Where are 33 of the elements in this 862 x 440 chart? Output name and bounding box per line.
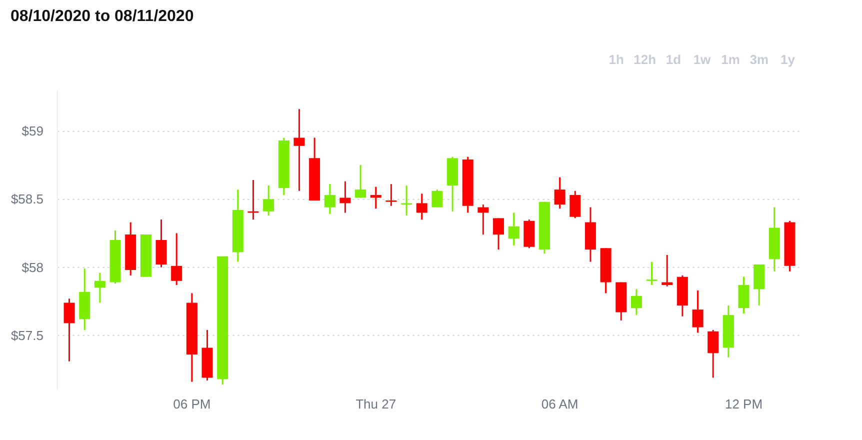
candlestick: [294, 108, 305, 192]
y-tick-label: $58.5: [10, 192, 44, 207]
candlestick: [401, 184, 412, 216]
candlestick: [370, 186, 382, 210]
candlestick: [64, 298, 75, 362]
x-tick-label: 06 PM: [173, 396, 211, 412]
candlestick: [263, 184, 274, 216]
candlestick: [492, 217, 504, 250]
candlestick: [416, 192, 428, 220]
candlestick: [324, 183, 336, 215]
chart-title: 08/10/2020 to 08/11/2020: [10, 8, 194, 25]
x-tick-label: Thu 27: [356, 396, 396, 412]
candlestick: [355, 164, 366, 198]
candlestick: [171, 232, 182, 286]
candlestick: [630, 288, 642, 316]
candlestick: [386, 183, 397, 207]
candlestick: [340, 180, 351, 214]
candlestick: [432, 188, 443, 208]
candlestick: [708, 329, 719, 378]
x-tick-label: 12 PM: [724, 396, 763, 412]
x-tick-label: 06 AM: [541, 396, 578, 412]
y-tick-label: $57.5: [10, 328, 44, 343]
candlestick: [570, 190, 581, 219]
candlestick: [478, 204, 489, 236]
candlestick: [738, 276, 750, 314]
candlestick: [692, 290, 704, 334]
candlestick: [94, 272, 106, 304]
y-tick-label: $59: [22, 123, 44, 138]
y-tick-label: $58: [22, 260, 44, 275]
candlestick: [662, 254, 673, 288]
candlestick: [554, 176, 566, 210]
candlestick: [508, 212, 520, 246]
candlestick: [646, 261, 658, 286]
